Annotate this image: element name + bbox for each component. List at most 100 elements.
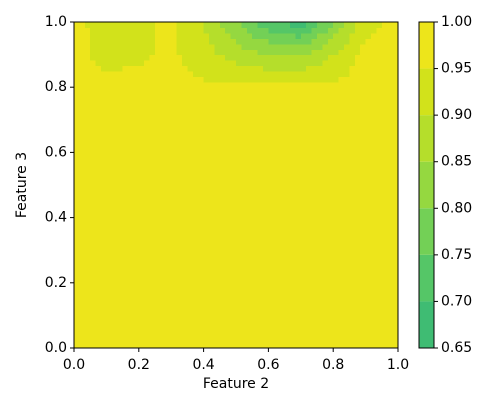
- contour-cell: [111, 130, 118, 137]
- contour-cell: [138, 146, 145, 153]
- contour-cell: [79, 315, 86, 322]
- contour-cell: [219, 261, 226, 268]
- contour-cell: [122, 266, 129, 273]
- contour-cell: [252, 103, 259, 110]
- contour-cell: [354, 70, 361, 77]
- contour-cell: [381, 81, 388, 88]
- contour-cell: [74, 315, 80, 322]
- contour-cell: [290, 190, 296, 197]
- contour-cell: [230, 315, 237, 322]
- contour-cell: [160, 130, 167, 137]
- contour-cell: [300, 38, 307, 45]
- contour-cell: [187, 320, 194, 327]
- contour-cell: [138, 304, 145, 311]
- contour-cell: [187, 157, 194, 164]
- contour-cell: [300, 108, 307, 115]
- contour-cell: [327, 212, 334, 219]
- contour-cell: [338, 103, 345, 110]
- contour-cell: [214, 38, 221, 45]
- contour-cell: [387, 195, 394, 202]
- contour-cell: [176, 217, 183, 224]
- contour-cell: [273, 304, 280, 311]
- contour-cell: [327, 22, 334, 29]
- contour-cell: [279, 174, 286, 181]
- contour-cell: [122, 288, 129, 295]
- contour-cell: [128, 114, 134, 121]
- contour-cell: [192, 326, 199, 333]
- contour-cell: [160, 152, 167, 159]
- contour-cell: [387, 320, 394, 327]
- contour-cell: [128, 271, 134, 278]
- contour-cell: [165, 212, 172, 219]
- contour-cell: [246, 60, 253, 67]
- contour-cell: [160, 250, 167, 257]
- contour-cell: [317, 168, 323, 175]
- contour-cell: [246, 315, 253, 322]
- contour-cell: [349, 136, 356, 143]
- contour-cell: [144, 326, 151, 333]
- contour-cell: [165, 337, 172, 344]
- contour-cell: [381, 157, 388, 164]
- contour-cell: [160, 342, 167, 349]
- contour-cell: [241, 146, 248, 153]
- contour-cell: [311, 32, 318, 39]
- contour-cell: [381, 326, 388, 333]
- contour-cell: [165, 27, 172, 34]
- contour-cell: [144, 119, 151, 126]
- contour-cell: [333, 22, 340, 29]
- contour-cell: [360, 22, 367, 29]
- contour-cell: [241, 299, 248, 306]
- contour-cell: [79, 119, 86, 126]
- contour-cell: [209, 190, 215, 197]
- contour-cell: [268, 65, 275, 72]
- contour-cell: [74, 22, 80, 29]
- contour-cell: [279, 206, 286, 213]
- contour-cell: [79, 190, 86, 197]
- contour-cell: [95, 136, 102, 143]
- contour-cell: [236, 261, 242, 268]
- contour-cell: [182, 81, 188, 88]
- contour-cell: [155, 54, 161, 61]
- contour-cell: [392, 141, 399, 148]
- contour-cell: [317, 114, 323, 121]
- contour-cell: [354, 27, 361, 34]
- contour-cell: [101, 114, 107, 121]
- contour-cell: [322, 92, 329, 99]
- contour-cell: [381, 277, 388, 284]
- contour-cell: [322, 43, 329, 50]
- contour-cell: [74, 152, 80, 159]
- contour-cell: [214, 92, 221, 99]
- contour-cell: [209, 152, 215, 159]
- contour-cell: [311, 282, 318, 289]
- contour-cell: [365, 217, 372, 224]
- contour-cell: [214, 49, 221, 56]
- contour-cell: [236, 38, 242, 45]
- contour-cell: [371, 223, 377, 230]
- contour-cell: [263, 87, 269, 94]
- contour-cell: [198, 54, 205, 61]
- contour-cell: [138, 92, 145, 99]
- contour-cell: [371, 206, 377, 213]
- contour-cell: [106, 331, 113, 338]
- contour-cell: [300, 250, 307, 257]
- contour-cell: [182, 87, 188, 94]
- contour-cell: [128, 223, 134, 230]
- contour-cell: [344, 168, 350, 175]
- contour-cell: [387, 174, 394, 181]
- contour-cell: [273, 250, 280, 257]
- contour-cell: [176, 228, 183, 235]
- contour-cell: [322, 60, 329, 67]
- contour-cell: [84, 190, 91, 197]
- contour-cell: [160, 223, 167, 230]
- contour-cell: [225, 141, 232, 148]
- contour-cell: [392, 136, 399, 143]
- contour-cell: [252, 157, 259, 164]
- contour-cell: [95, 27, 102, 34]
- contour-cell: [106, 337, 113, 344]
- contour-cell: [290, 320, 296, 327]
- contour-cell: [192, 217, 199, 224]
- contour-cell: [317, 38, 323, 45]
- contour-cell: [155, 331, 161, 338]
- contour-cell: [74, 228, 80, 235]
- contour-cell: [230, 65, 237, 72]
